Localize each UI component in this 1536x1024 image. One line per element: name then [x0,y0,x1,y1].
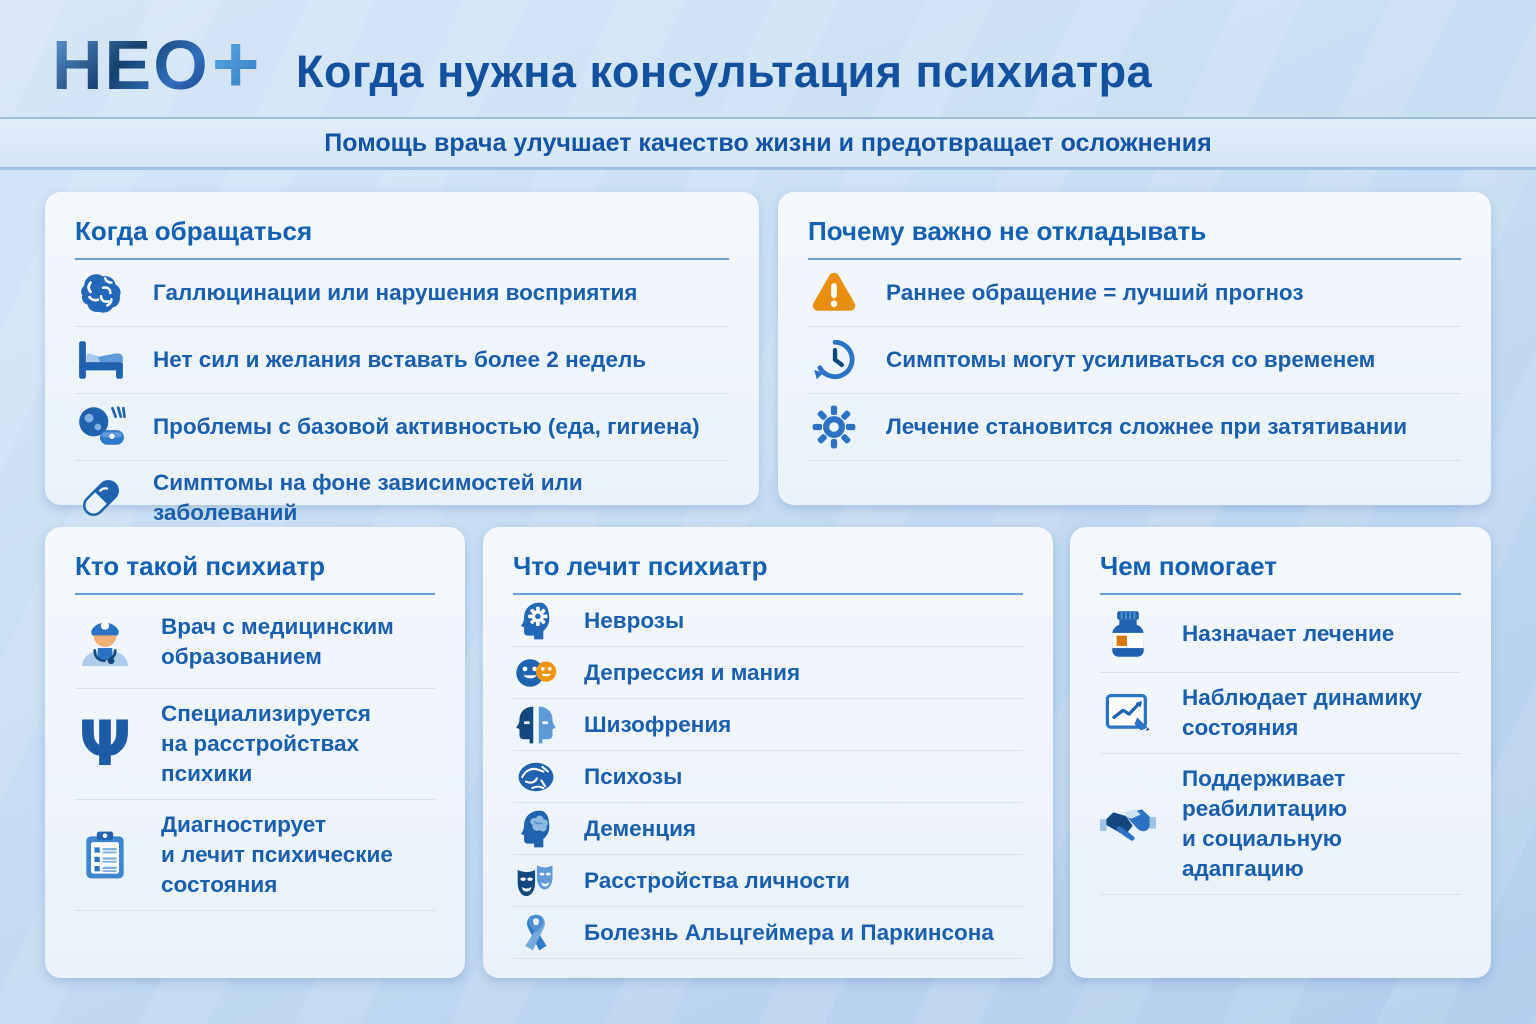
item-text: Назначает лечение [1182,620,1395,646]
clock-history-icon [808,334,860,386]
card-title: Почему важно не откладывать [808,216,1461,260]
item-text: Нет сил и желания вставать более 2 недел… [153,347,647,372]
list-item: Нет сил и желания вставать более 2 недел… [75,327,729,394]
item-text: Галлюцинации или нарушения восприятия [153,280,638,305]
card-how-helps: Чем помогает Назначает лечение [1070,527,1491,978]
card-title: Чем помогает [1100,551,1461,595]
card-title: Когда обращаться [75,216,729,260]
item-text: Лечение становится сложнее при затятиван… [886,414,1408,439]
list-item: Наблюдает динамику состояния [1100,673,1461,754]
page-title: Когда нужна консультация психиатра [296,46,1153,97]
list-item: Депрессия и мания [513,647,1023,699]
awareness-ribbon-icon [513,910,558,955]
item-text: Психозы [584,763,683,789]
list-item: Раннее обращение = лучший прогноз [808,260,1461,327]
item-text: Деменция [584,815,697,841]
item-text: Врач с медицинским образованием [161,613,394,669]
list-item: Симптомы могут усиливаться со временем [808,327,1461,394]
list-item: Болезнь Альцгеймера и Паркинсона [513,907,1023,959]
item-text: Болезнь Альцгеймера и Паркинсона [584,919,994,945]
item-text: Наблюдает динамику состояния [1182,685,1423,740]
list-item: Симптомы на фоне зависимостей или заболе… [75,461,729,535]
list-item: Шизофрения [513,699,1023,751]
card-why-not-delay: Почему важно не откладывать Раннее обращ… [778,192,1491,505]
list-item: Расстройства личности [513,855,1023,907]
item-text: Расстройства личности [584,867,851,893]
clipboard-icon [75,825,135,885]
subtitle-band: Помощь врача улучшает качество жизни и п… [0,117,1536,170]
item-text: Депрессия и мания [584,659,801,685]
head-gear-icon [513,598,558,643]
list-item: Поддерживает реабилитацию и социальную а… [1100,754,1461,895]
item-text: Поддерживает реабилитацию и социальную а… [1182,766,1348,881]
bed-icon [75,334,127,386]
handshake-icon [1100,796,1156,852]
doctor-icon [75,612,135,672]
list-item: Лечение становится сложнее при затятиван… [808,394,1461,461]
item-text: Проблемы с базовой активностью (еда, гиг… [153,414,700,439]
page-subtitle: Помощь врача улучшает качество жизни и п… [324,128,1212,157]
gear-icon [808,401,860,453]
medicine-bottle-icon [1100,606,1156,662]
brand-logo-plus-icon: + [211,19,260,111]
split-head-icon [513,702,558,747]
item-text: Диагностирует и лечит психические состоя… [161,812,393,897]
psi-symbol-icon: Ψ [78,707,132,780]
list-item: Неврозы [513,595,1023,647]
list-item: Деменция [513,803,1023,855]
brand-logo: НЕО + [52,19,260,111]
chart-pencil-icon [1100,685,1156,741]
list-item: Галлюцинации или нарушения восприятия [75,260,729,327]
head-brain-icon [513,806,558,851]
card-who-is-psychiatrist: Кто такой психиатр Врач с медицинским об… [45,527,465,978]
list-item: Диагностирует и лечит психические состоя… [75,800,435,911]
brain-fissures-icon [513,754,558,799]
meal-hygiene-icon [75,401,127,453]
item-text: Раннее обращение = лучший прогноз [886,280,1304,305]
pill-icon [75,472,127,524]
card-what-psychiatrist-treats: Что лечит психиатр [483,527,1053,978]
item-text: Симптомы могут усиливаться со временем [886,347,1376,372]
list-item: Проблемы с базовой активностью (еда, гиг… [75,394,729,461]
list-item: Психозы [513,751,1023,803]
card-title: Что лечит психиатр [513,551,1023,595]
list-item: Врач с медицинским образованием [75,595,435,689]
item-text: Специализируется на расстройствах психик… [161,701,371,786]
card-when-to-seek: Когда обращаться Галлюцинации или наруше… [45,192,759,525]
list-item: Ψ Специализируется на расстройствах псих… [75,689,435,800]
brand-logo-text: НЕО [52,26,210,104]
item-text: Неврозы [584,607,685,633]
list-item: Назначает лечение [1100,595,1461,673]
item-text: Симптомы на фоне зависимостей или заболе… [153,470,583,525]
item-text: Шизофрения [584,711,732,737]
warning-icon [808,267,860,319]
brain-icon [75,267,127,319]
theater-masks-icon [513,858,558,903]
two-faces-icon [513,650,558,695]
card-title: Кто такой психиатр [75,551,435,595]
